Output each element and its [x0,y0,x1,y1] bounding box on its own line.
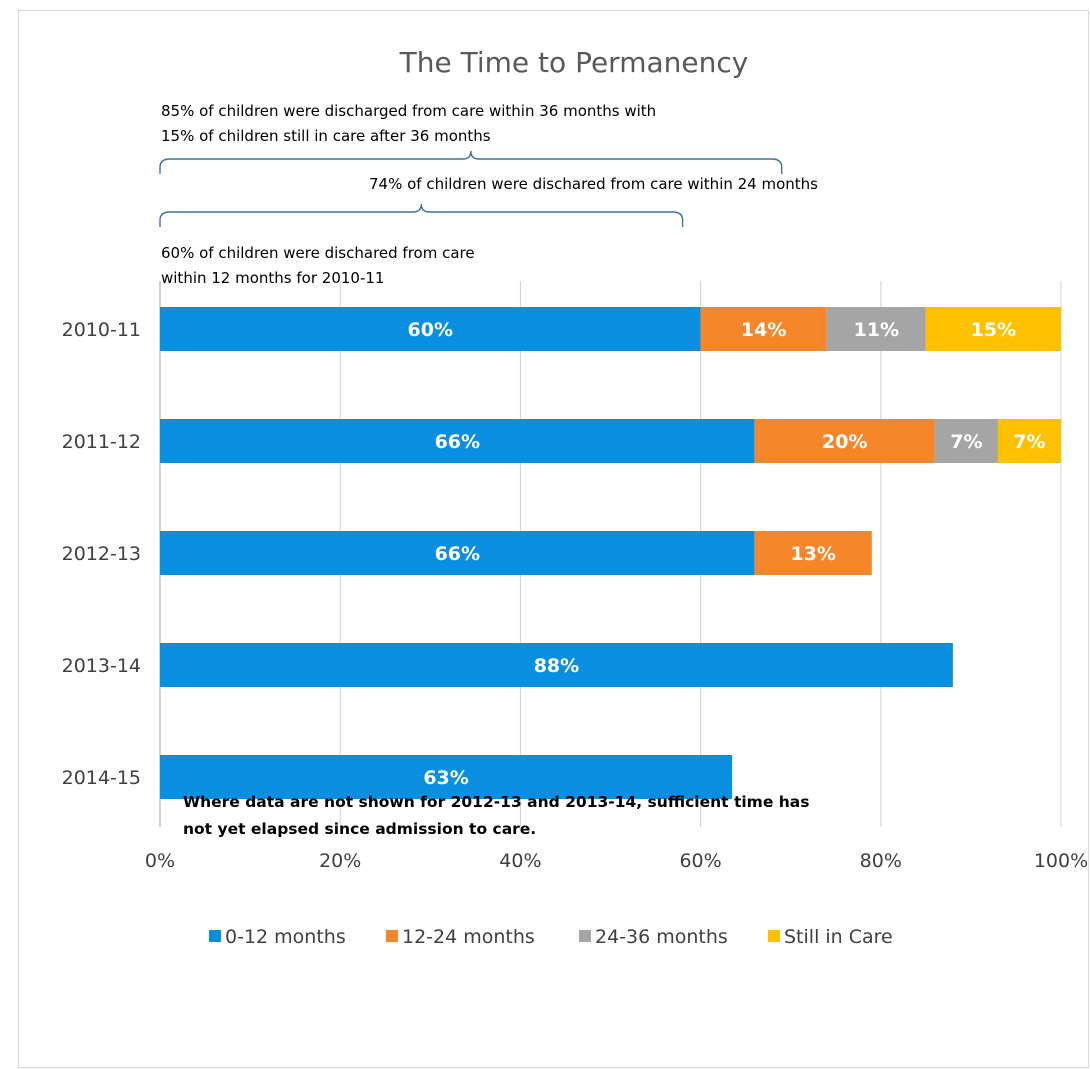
x-tick-label: 80% [860,850,902,872]
annotation-12-months-line-1: 60% of children were dischared from care [161,244,475,262]
data-label: 11% [854,319,899,341]
x-axis-tick-labels: 0% 20% 40% 60% 80% 100% [145,850,1088,872]
data-label: 88% [534,655,579,677]
category-label: 2012-13 [62,543,141,565]
chart-title: The Time to Permanency [399,46,749,79]
footnote-line-2: not yet elapsed since admission to care. [183,820,536,838]
bar-segment [925,307,1061,351]
bar-segment [826,307,926,351]
data-label: 14% [741,319,786,341]
data-label: 60% [408,319,453,341]
bar-segment [754,531,872,575]
legend-label: 24-36 months [595,926,728,948]
bar-segment [160,307,701,351]
annotation-bracket [159,203,684,227]
bar-segment [160,643,953,687]
bar-segment [160,419,755,463]
time-to-permanency-chart: The Time to Permanency 85% of children w… [62,46,1089,948]
data-label: 66% [435,431,480,453]
data-label: 63% [423,767,468,789]
x-tick-label: 60% [679,850,721,872]
chart-area: The Time to Permanency 85% of children w… [18,10,1089,1068]
legend-label: 0-12 months [225,926,346,948]
data-label: 66% [435,543,480,565]
bar-segment [934,419,998,463]
legend-swatch [386,930,398,942]
legend-label: Still in Care [784,926,893,948]
x-tick-label: 0% [145,850,175,872]
x-tick-label: 100% [1034,850,1088,872]
data-label: 15% [971,319,1016,341]
bar-segment [160,755,733,799]
annotation-bracket [159,150,783,174]
data-label: 7% [950,431,982,453]
data-label: 20% [822,431,867,453]
bar-segment [997,419,1061,463]
category-label: 2014-15 [62,767,141,789]
category-labels: 2010-11 2011-12 2012-13 2013-14 2014-15 [62,319,141,789]
annotation-12-months-line-2: within 12 months for 2010-11 [161,269,384,287]
annotation-36-months-line-2: 15% of children still in care after 36 m… [161,127,491,145]
legend-label: 12-24 months [402,926,535,948]
x-tick-label: 40% [499,850,541,872]
bars: 60% 14% 11% 15% 66% 20% 7% 7% 66% 13% 88% 63% [160,307,1061,799]
legend-swatch [209,930,221,942]
annotation-36-months-line-1: 85% of children were discharged from car… [161,102,656,120]
legend-swatch [579,930,591,942]
legend: 0-12 months 12-24 months 24-36 months Still… [209,926,893,948]
bar-segment [160,531,755,575]
bar-segment [700,307,827,351]
bar-segment [754,419,935,463]
annotation-24-months: 74% of children were dischared from care… [369,175,818,193]
footnote-line-1: Where data are not shown for 2012-13 and… [183,793,809,811]
category-label: 2011-12 [62,431,141,453]
legend-swatch [768,930,780,942]
category-label: 2010-11 [62,319,141,341]
annotation-brackets [159,150,783,227]
data-label: 13% [790,543,835,565]
x-tick-label: 20% [319,850,361,872]
data-label: 7% [1013,431,1045,453]
category-label: 2013-14 [62,655,141,677]
